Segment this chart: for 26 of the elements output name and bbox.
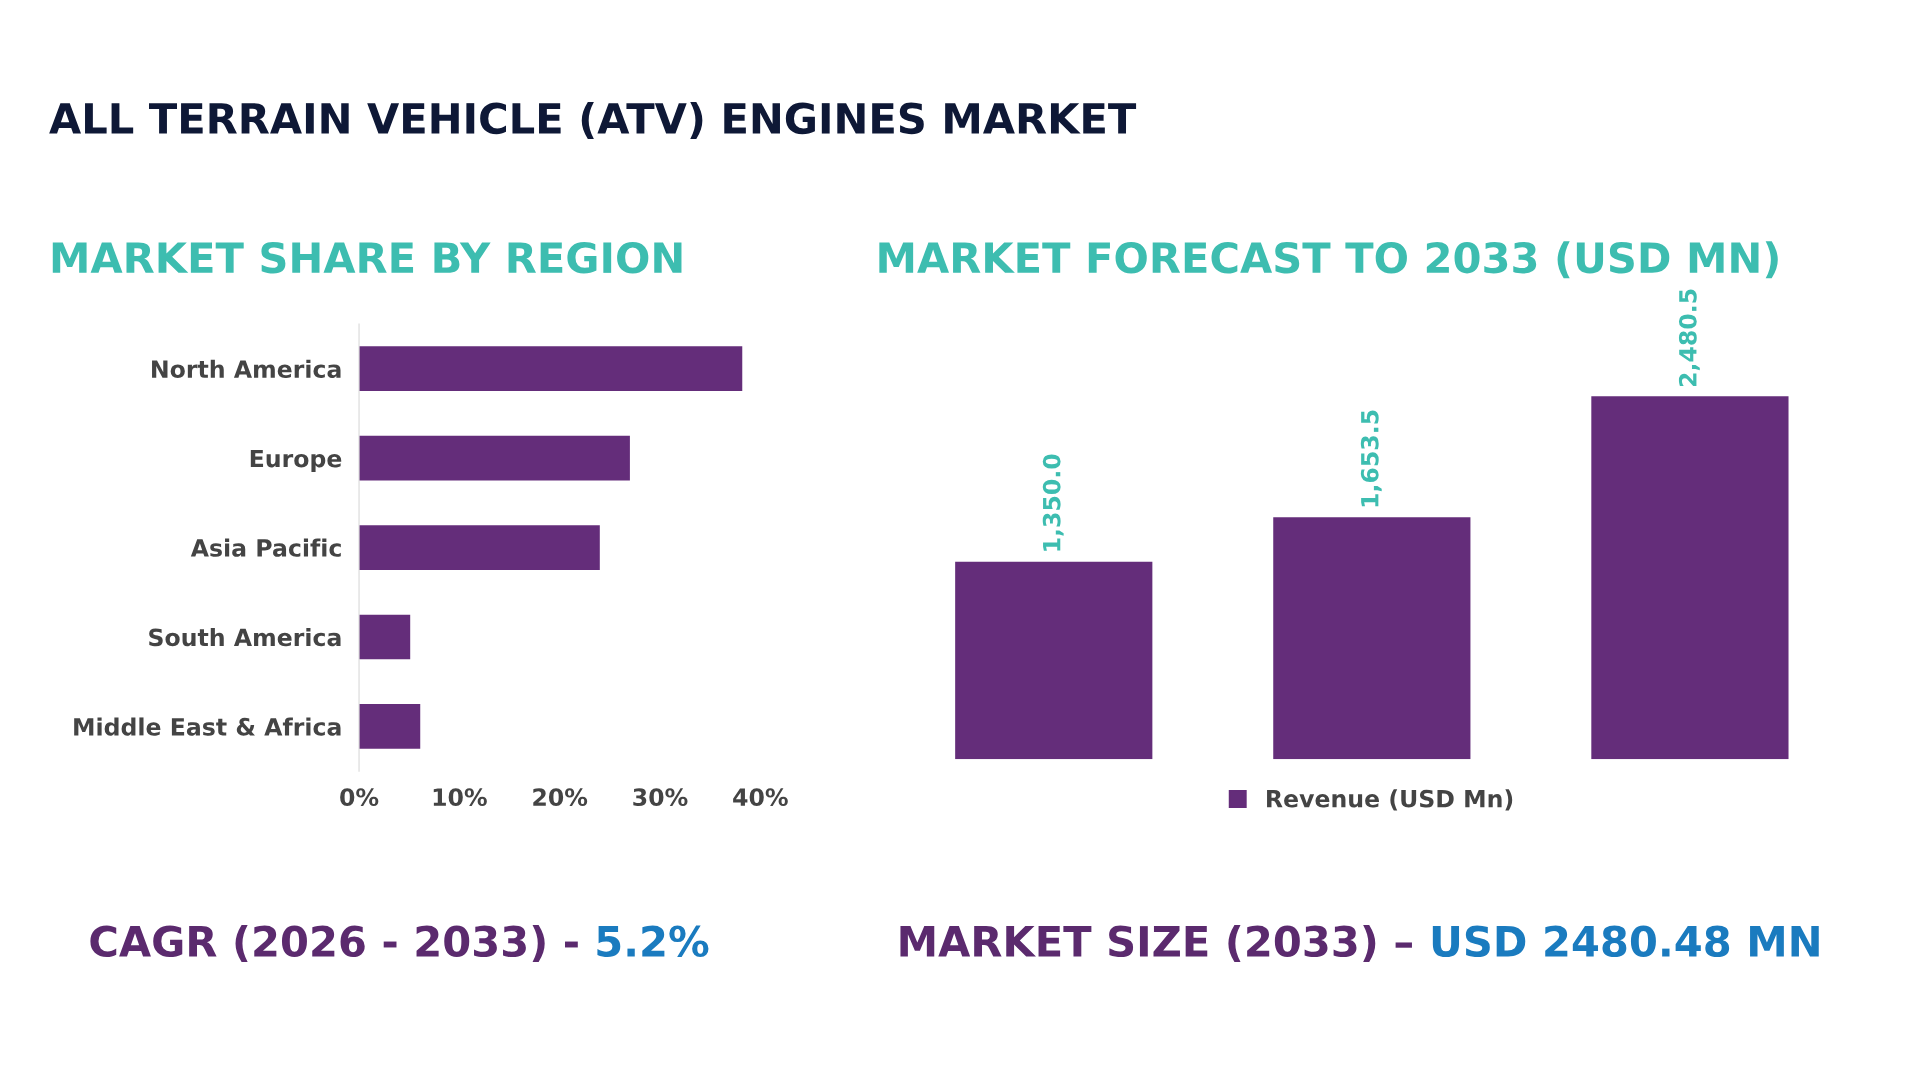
data-label: 2,480.5 [1678, 289, 1700, 387]
x-tick-label: 10% [433, 788, 487, 807]
text: MARKET SIZE (2033) – [900, 924, 1412, 962]
text: CAGR (2026 - 2033) - [90, 924, 578, 962]
legend-label: Revenue (USD Mn) [1267, 789, 1513, 811]
chart-title: MARKET SHARE BY REGION [52, 241, 682, 274]
y-tick-label: North America [152, 359, 341, 379]
y-tick-label: South America [149, 628, 341, 647]
y-tick-label: Europe [250, 449, 342, 473]
x-tick-label: 0% [340, 788, 379, 807]
x-tick-label: 20% [533, 788, 588, 807]
y-tick-label: Asia Pacific [190, 538, 341, 557]
text: USD 2480.48 MN [1432, 925, 1819, 958]
bar [359, 435, 630, 481]
text: 5.2% [597, 925, 709, 958]
bar [359, 346, 743, 392]
x-tick-label: 30% [633, 788, 688, 807]
text: ALL TERRAIN VEHICLE (ATV) ENGINES MARKET [49, 101, 1137, 140]
chart-title: MARKET FORECAST TO 2033 (USD MN) [879, 241, 1778, 279]
data-label: 1,350.0 [1042, 454, 1064, 551]
x-tick-label: 40% [733, 788, 788, 807]
bar [359, 614, 411, 660]
data-label: 1,653.5 [1360, 410, 1382, 507]
bar [359, 525, 600, 570]
bar [359, 704, 421, 749]
y-tick-label: Middle East & Africa [74, 717, 341, 736]
